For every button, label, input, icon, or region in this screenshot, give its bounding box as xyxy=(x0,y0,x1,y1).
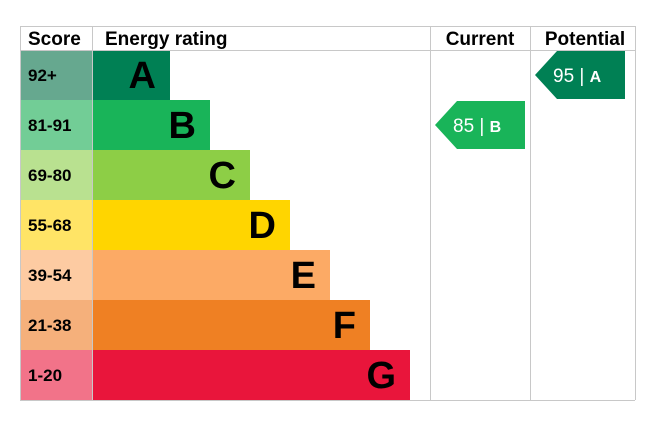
rating-indicators: 85 | B 95 | A xyxy=(435,51,625,149)
score-range-f: 21-38 xyxy=(28,316,71,335)
band-bar-a xyxy=(92,50,170,100)
band-bar-g xyxy=(92,350,410,400)
band-letter-d: D xyxy=(249,205,276,247)
band-bar-d xyxy=(92,200,290,250)
score-range-b: 81-91 xyxy=(28,116,71,135)
band-letter-g: G xyxy=(366,355,396,397)
current-rating-value: 85 xyxy=(453,116,479,137)
header-score: Score xyxy=(28,29,81,50)
band-bar-b xyxy=(92,100,210,150)
potential-rating-band-letter: A xyxy=(590,69,602,86)
score-cell-e xyxy=(20,250,92,300)
score-range-g: 1-20 xyxy=(28,366,62,385)
score-cell-a xyxy=(20,50,92,100)
header-potential: Potential xyxy=(545,29,625,50)
score-cell-c xyxy=(20,150,92,200)
band-letter-e: E xyxy=(291,255,316,297)
score-cell-d xyxy=(20,200,92,250)
band-letter-f: F xyxy=(333,305,356,347)
header-current: Current xyxy=(446,29,515,50)
table-grid xyxy=(20,26,636,401)
potential-rating-separator: | xyxy=(579,66,589,87)
score-range-c: 69-80 xyxy=(28,166,71,185)
current-rating-label: 85 | B xyxy=(453,116,501,137)
score-range-e: 39-54 xyxy=(28,266,72,285)
band-bar-e xyxy=(92,250,330,300)
band-letter-c: C xyxy=(209,155,236,197)
score-range-d: 55-68 xyxy=(28,216,71,235)
band-letter-a: A xyxy=(129,55,156,97)
band-bar-c xyxy=(92,150,250,200)
potential-rating-value: 95 xyxy=(553,66,579,87)
band-letter-b: B xyxy=(169,105,196,147)
current-rating-separator: | xyxy=(479,116,489,137)
rating-bands: 92+ A 81-91 B 69-80 C 55-68 D 39-54 E 21-38 F 1-20 G xyxy=(20,50,410,400)
score-cell-b xyxy=(20,100,92,150)
potential-rating-label: 95 | A xyxy=(553,66,602,87)
current-rating-band-letter: B xyxy=(490,119,502,136)
potential-rating-arrow xyxy=(535,51,625,99)
current-rating-arrow xyxy=(435,101,525,149)
header-energy-rating: Energy rating xyxy=(105,29,227,50)
band-bar-f xyxy=(92,300,370,350)
score-range-a: 92+ xyxy=(28,66,57,85)
score-cell-g xyxy=(20,350,92,400)
score-cell-f xyxy=(20,300,92,350)
